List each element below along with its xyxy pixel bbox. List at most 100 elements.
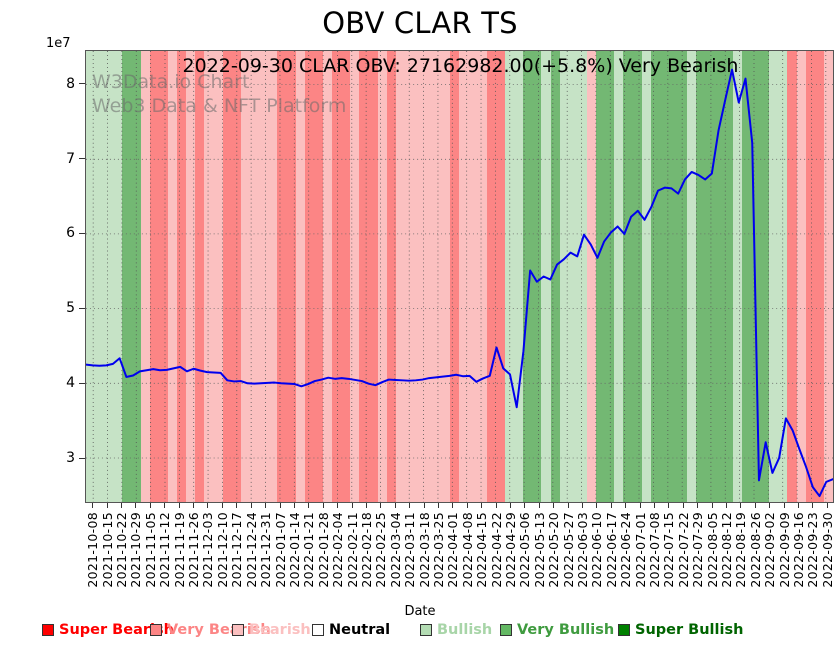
x-tick-mark (754, 503, 756, 508)
x-tick-mark (293, 503, 295, 508)
sentiment-band (587, 51, 597, 502)
x-tick-label: 2022-08-26 (747, 512, 763, 588)
sentiment-band (577, 51, 588, 502)
sentiment-band (304, 51, 314, 502)
legend-label: Super Bearish (59, 622, 174, 638)
sentiment-band (532, 51, 542, 502)
legend-item[interactable]: Very Bullish (500, 620, 614, 640)
x-tick-mark (135, 503, 137, 508)
y-tick-mark (79, 232, 85, 234)
sentiment-band (368, 51, 378, 502)
x-tick-mark (394, 503, 396, 508)
x-tick-label: 2022-06-10 (589, 512, 605, 588)
x-tick-label: 2022-04-15 (474, 512, 490, 588)
legend-item[interactable]: Bearish (232, 620, 311, 640)
sentiment-band (140, 51, 150, 502)
x-tick-mark (380, 503, 382, 508)
sentiment-band (477, 51, 487, 502)
x-tick-mark (121, 503, 122, 508)
x-tick-mark (654, 503, 655, 508)
x-tick-mark (726, 503, 727, 508)
x-tick-mark (668, 503, 670, 508)
sentiment-band (432, 51, 442, 502)
sentiment-band (359, 51, 369, 502)
sentiment-band (723, 51, 733, 502)
x-tick-label: 2022-04-01 (445, 512, 461, 588)
sentiment-band (605, 51, 615, 502)
legend-label: Bearish (249, 622, 311, 638)
legend-swatch (150, 624, 162, 636)
sentiment-band (113, 51, 123, 502)
sentiment-band (814, 51, 824, 502)
x-tick-mark (509, 503, 511, 508)
sentiment-band (331, 51, 342, 502)
sentiment-band (495, 51, 506, 502)
x-tick-mark (639, 503, 641, 508)
sentiment-band (669, 51, 679, 502)
y-tick-mark (79, 83, 85, 85)
x-tick-label: 2022-05-27 (560, 512, 576, 588)
x-tick-label: 2022-09-02 (762, 512, 778, 588)
legend-item[interactable]: Bullish (420, 620, 492, 640)
sentiment-band (678, 51, 688, 502)
sentiment-band (95, 51, 105, 502)
legend-item[interactable]: Super Bullish (618, 620, 743, 640)
x-tick-mark (625, 503, 627, 508)
legend-label: Very Bearish (167, 622, 271, 638)
sentiment-band (741, 51, 751, 502)
sentiment-band (341, 51, 351, 502)
x-tick-label: 2022-07-22 (675, 512, 691, 588)
sentiment-band (650, 51, 660, 502)
x-tick-label: 2022-02-18 (358, 512, 374, 588)
x-axis-ticks: 2021-10-08 2021-10-15 2021-10-22 2021-10-29… (85, 503, 835, 603)
x-tick-mark (322, 503, 324, 508)
x-tick-mark (740, 503, 742, 508)
legend-item[interactable]: Super Bearish (42, 620, 174, 640)
x-tick-label: 2021-12-24 (243, 512, 259, 588)
x-tick-mark (798, 503, 799, 508)
sentiment-band (641, 51, 651, 502)
x-tick-label: 2021-12-17 (229, 512, 245, 588)
x-tick-mark (365, 503, 367, 508)
sentiment-band (787, 51, 797, 502)
legend-swatch (42, 624, 54, 636)
sentiment-band (486, 51, 496, 502)
x-tick-label: 2022-02-04 (330, 512, 346, 588)
x-tick-label: 2021-10-08 (85, 512, 101, 588)
legend-swatch (618, 624, 630, 636)
x-tick-label: 2021-11-05 (142, 512, 158, 588)
x-tick-mark (711, 503, 713, 508)
sentiment-band (149, 51, 159, 502)
plot-area[interactable]: W3Data.io Chart Web3 Data & NFT Platform… (85, 50, 834, 503)
x-tick-mark (437, 503, 439, 508)
legend-item[interactable]: Neutral (312, 620, 390, 640)
sentiment-band (659, 51, 669, 502)
x-tick-mark (193, 503, 194, 508)
sentiment-band (596, 51, 606, 502)
x-tick-label: 2022-08-19 (733, 512, 749, 588)
sentiment-band (623, 51, 633, 502)
sentiment-band (550, 51, 560, 502)
x-tick-label: 2022-04-08 (459, 512, 475, 588)
y-tick-mark (79, 382, 85, 384)
x-tick-mark (409, 503, 411, 508)
sentiment-band (687, 51, 697, 502)
sentiment-band (322, 51, 332, 502)
sentiment-band (450, 51, 460, 502)
legend-item[interactable]: Very Bearish (150, 620, 271, 640)
x-tick-mark (149, 503, 151, 508)
x-tick-mark (481, 503, 483, 508)
obv-line-series (86, 68, 833, 498)
x-tick-label: 2022-03-18 (416, 512, 432, 588)
sentiment-band (86, 51, 96, 502)
x-tick-label: 2021-10-29 (128, 512, 144, 588)
x-tick-mark (466, 503, 468, 508)
sentiment-band (559, 51, 569, 502)
y-tick-label: 5 (66, 300, 75, 317)
x-tick-mark (581, 503, 583, 508)
y-axis-ticks: 3 4 5 6 7 8 (0, 50, 85, 503)
sentiment-band (614, 51, 624, 502)
x-tick-mark (337, 503, 339, 508)
sentiment-band (796, 51, 806, 502)
y-axis-exponent: 1e7 (46, 36, 71, 51)
